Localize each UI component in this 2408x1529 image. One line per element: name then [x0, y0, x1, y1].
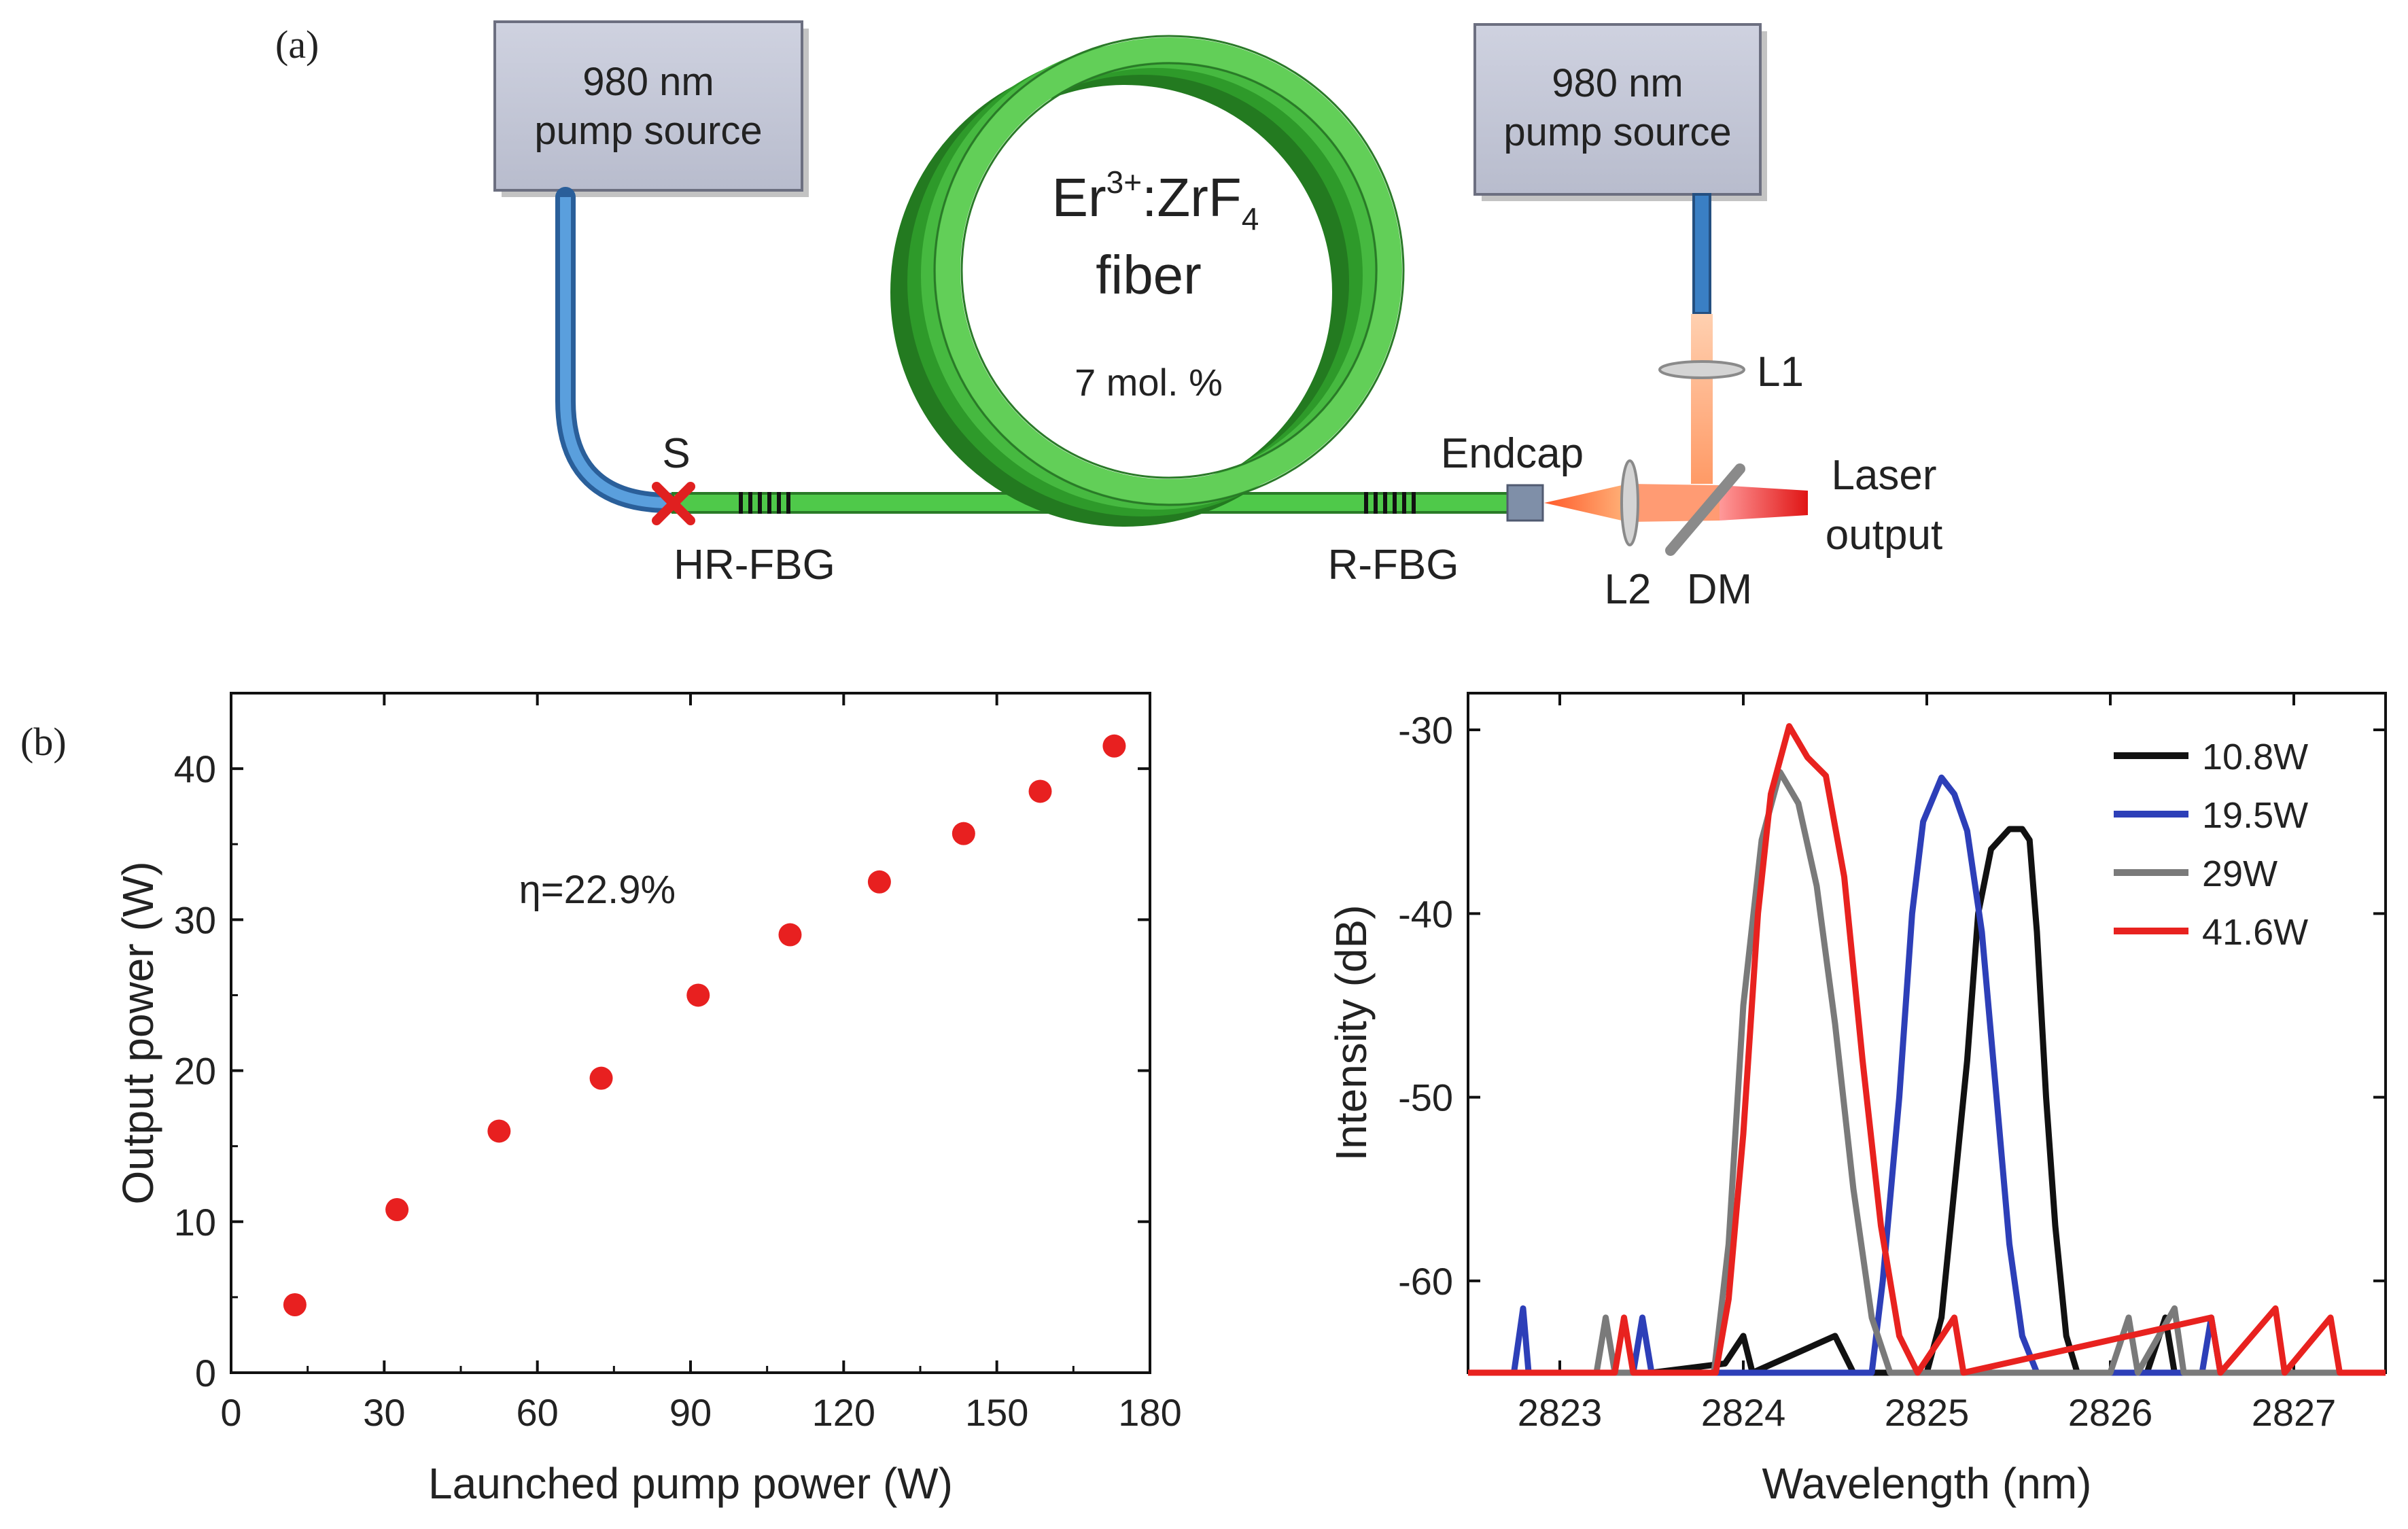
legend: 10.8W 19.5W 29W 41.6W: [2114, 737, 2308, 953]
efficiency-annotation: η=22.9%: [519, 868, 676, 912]
pump-left-line1: 980 nm: [582, 60, 714, 104]
l1-label: L1: [1757, 349, 1804, 396]
legend-label: 29W: [2202, 854, 2278, 894]
laser-output-label-line1: Laser: [1831, 452, 1936, 499]
x-tick-label: 2827: [2252, 1391, 2337, 1434]
laser-output-label-line2: output: [1826, 512, 1942, 559]
data-point: [487, 1119, 511, 1143]
data-point: [686, 983, 710, 1007]
ticks: 0 30 60 90 120 150 180 0 10 20 30 40: [174, 693, 1182, 1434]
hr-fbg-label: HR-FBG: [674, 542, 835, 588]
splice-point-icon: [652, 482, 695, 525]
pump-source-right: 980 nm pump source: [1473, 23, 1767, 201]
x-axis-label: Launched pump power (W): [428, 1459, 953, 1508]
pump-right-line2: pump source: [1503, 110, 1731, 154]
setup-diagram: 980 nm pump source 980 nm pump source Er…: [493, 20, 1942, 613]
x-tick-label: 30: [363, 1391, 405, 1434]
x-tick-label: 2823: [1518, 1391, 1603, 1434]
x-tick-label: 90: [669, 1391, 712, 1434]
data-point: [952, 822, 975, 845]
endcap-label: Endcap: [1441, 430, 1584, 477]
laser-output-beam: [1720, 485, 1808, 521]
dm-label: DM: [1687, 566, 1752, 613]
pump-delivery-fiber-right: [1692, 193, 1711, 315]
endcap-beam: [1544, 484, 1628, 522]
panel-label-b: (b): [20, 720, 67, 764]
data-point: [385, 1198, 409, 1221]
legend-label: 19.5W: [2202, 795, 2308, 836]
y-tick-label: 10: [174, 1201, 216, 1244]
x-axis-label: Wavelength (nm): [1762, 1459, 2092, 1508]
y-tick-label: 40: [174, 748, 216, 790]
y-tick-label: -30: [1398, 709, 1453, 752]
y-tick-label: -60: [1398, 1260, 1453, 1303]
series-line-41.6W: [1468, 723, 2386, 1376]
plot-frame: [230, 692, 1151, 1374]
data-point: [283, 1293, 307, 1316]
x-tick-label: 2825: [1885, 1391, 1970, 1434]
pump-source-left: 980 nm pump source: [493, 20, 809, 197]
chart-spectra: Wavelength (nm) Intensity (dB) 2823 2824 2…: [1327, 692, 2387, 1508]
fiber-name: Er3+:ZrF4: [1052, 164, 1259, 236]
dichroic-mirror: [1665, 463, 1745, 556]
pump-left-line2: pump source: [534, 109, 762, 153]
ticks: 2823 2824 2825 2826 2827 -30 -40 -50 -60: [1398, 693, 2386, 1434]
x-tick-label: 120: [812, 1391, 875, 1434]
data-points: [283, 734, 1126, 1316]
lens-l1: [1658, 360, 1745, 379]
splice-label: S: [662, 430, 690, 477]
fiber-concentration: 7 mol. %: [1075, 361, 1223, 404]
chart-output-vs-pump: Launched pump power (W) Output power (W)…: [114, 692, 1182, 1508]
y-axis-label: Output power (W): [114, 861, 162, 1204]
series-line-10.8W: [1468, 826, 2386, 1376]
endcap: [1506, 484, 1544, 522]
y-axis-label: Intensity (dB): [1327, 904, 1376, 1161]
fiber-label: fiber: [1096, 245, 1202, 305]
data-point: [1028, 779, 1052, 803]
pump-right-line1: 980 nm: [1552, 61, 1683, 105]
l2-label: L2: [1605, 566, 1652, 613]
series-lines: [1468, 723, 2386, 1376]
data-point: [867, 870, 891, 894]
data-point: [1102, 734, 1126, 758]
x-tick-label: 2826: [2068, 1391, 2153, 1434]
hr-fbg-grating: [739, 492, 790, 514]
x-tick-label: 0: [220, 1391, 241, 1434]
panel-label-a: (a): [275, 22, 319, 67]
x-tick-label: 150: [965, 1391, 1028, 1434]
y-tick-label: 30: [174, 898, 216, 941]
pump-beam: [1691, 314, 1713, 484]
r-fbg-label: R-FBG: [1328, 542, 1459, 588]
r-fbg-grating: [1364, 492, 1416, 514]
legend-label: 10.8W: [2202, 737, 2308, 777]
x-tick-label: 180: [1118, 1391, 1181, 1434]
y-tick-label: 20: [174, 1050, 216, 1093]
data-point: [589, 1066, 613, 1090]
y-tick-label: 0: [195, 1352, 216, 1394]
y-tick-label: -50: [1398, 1076, 1453, 1119]
y-tick-label: -40: [1398, 892, 1453, 935]
data-point: [778, 923, 802, 947]
lens-l2: [1620, 459, 1639, 546]
x-tick-label: 60: [517, 1391, 559, 1434]
x-tick-label: 2824: [1701, 1391, 1786, 1434]
fiber-coil: [890, 35, 1405, 527]
legend-label: 41.6W: [2202, 912, 2308, 953]
